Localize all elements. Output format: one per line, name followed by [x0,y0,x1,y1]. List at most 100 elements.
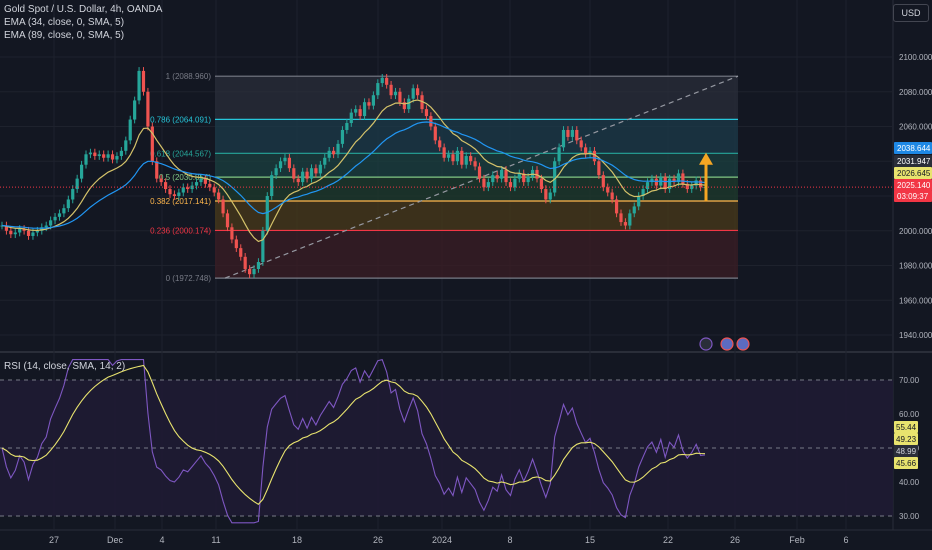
candle-body [177,192,181,196]
candle-body [623,222,628,226]
candle-body [469,156,473,162]
candle-body [115,156,119,160]
candle-body [278,161,283,169]
time-axis-label: 6 [843,535,848,545]
candle-body [385,77,389,85]
candle-body [500,169,504,179]
candle-body [553,161,557,193]
candle-body [270,175,274,196]
candle-body [146,91,150,127]
candle-body [451,154,455,162]
candle-body [455,150,460,162]
candle-body [641,189,645,196]
candle-body [181,187,185,193]
fib-level-label: 0.382 (2017.141) [150,197,211,206]
candle-body [97,154,101,157]
candle-body [637,196,641,207]
candle-body [133,100,137,120]
candle-body [93,152,97,157]
candle-body [575,129,579,141]
candle-body [239,248,243,257]
candle-body [40,227,44,231]
candle-body [172,194,177,196]
candle-body [75,178,79,190]
candle-body [650,178,654,183]
price-tag [894,167,932,179]
candle-body [513,178,517,188]
candle-body [491,175,495,183]
price-axis-label: 1960.000 [899,296,932,305]
candle-body [141,70,146,92]
candle-body [606,187,610,193]
candle-body [31,232,35,236]
candle-body [327,150,331,158]
fib-level-label: 0.786 (2064.091) [150,115,211,124]
price-tag [894,155,932,167]
candle-body [504,169,508,183]
candle-body [645,182,650,190]
candle-body [283,157,287,162]
candle-body [4,225,9,231]
candle-body [44,225,48,228]
candle-body [221,199,225,214]
price-tag-text: 2031.947 [897,157,931,166]
price-tag-text: 2026.645 [897,169,931,178]
candle-body [698,180,703,188]
fib-level-label: 1 (2088.960) [166,72,212,81]
time-axis-label: Feb [789,535,805,545]
candle-body [442,147,446,158]
candle-body [473,161,477,167]
candle-body [22,229,26,231]
candle-body [305,171,309,179]
candle-body [526,176,530,183]
candle-body [544,189,548,200]
candle-body [566,129,570,137]
candle-body [438,140,442,148]
rsi-value-text: 45.66 [896,459,917,468]
rsi-value-tag [894,421,918,433]
candle-body [163,182,168,190]
candle-body [252,268,256,275]
candle-body [318,164,322,174]
arrow-up-icon [699,152,713,165]
ema89-legend: EMA (89, close, 0, SMA, 5) [4,30,125,41]
candle-body [610,192,614,200]
candle-body [495,175,499,179]
time-axis-label: 18 [292,535,302,545]
price-axis-label: 2100.000 [899,53,932,62]
candle-body [517,173,521,179]
candle-body [79,164,84,179]
rsi-value-tag [894,457,918,469]
currency-button[interactable]: USD [893,4,929,22]
us-flag-icon [720,337,734,351]
price-axis-label: 1940.000 [899,331,932,340]
fib-level-label: 0.5 (2030.854) [159,173,211,182]
time-axis-label: 22 [663,535,673,545]
rsi-value-tag [894,445,918,457]
price-axis-label: 2080.000 [899,88,932,97]
price-tag [894,142,932,154]
candle-body [150,126,154,162]
candle-body [557,147,561,162]
candle-body [380,77,384,84]
candle-body [256,262,261,269]
candle-body [53,216,57,221]
candle-body [389,84,393,96]
candle-body [274,168,278,176]
candle-body [446,154,451,158]
candle-body [668,178,672,190]
candle-body [579,140,583,148]
candle-body [186,187,190,190]
candle-body [265,196,269,231]
fib-zone [215,200,738,231]
time-axis-label: 26 [730,535,740,545]
candle-body [336,143,340,155]
candle-body [694,180,698,186]
candle-body [362,102,367,117]
candle-body [124,140,128,151]
candle-body [548,192,552,200]
rsi-value-text: 48.99 [896,447,917,456]
candle-body [416,88,420,96]
candle-body [88,152,93,155]
